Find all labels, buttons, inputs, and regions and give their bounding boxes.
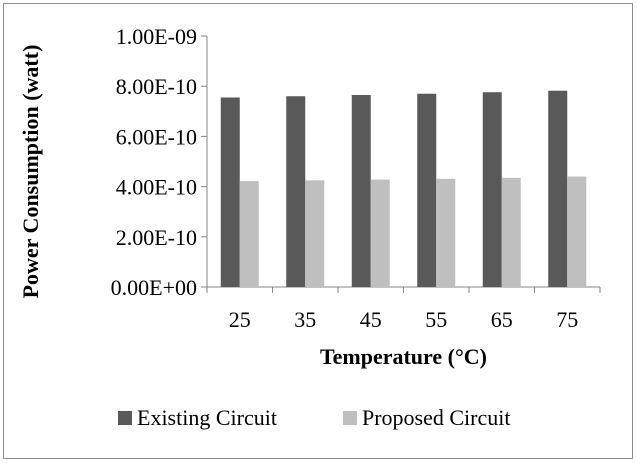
bar-existing-circuit [548,90,568,287]
y-tick-label: 6.00E-10 [116,124,197,149]
legend-label-existing: Existing Circuit [137,405,277,430]
bar-proposed-circuit [567,176,587,287]
legend: Existing Circuit Proposed Circuit [118,405,511,430]
bar-existing-circuit [482,92,502,287]
bar-proposed-circuit [436,178,456,287]
bar-proposed-circuit [305,180,325,287]
bars [220,90,587,288]
x-tick-label: 45 [360,307,382,332]
y-axis: 0.00E+00 2.00E-10 4.00E-10 6.00E-10 8.00E-10… [111,24,208,300]
y-tick-label: 1.00E-09 [116,24,197,49]
legend-label-proposed: Proposed Circuit [362,405,511,430]
bar-proposed-circuit [239,181,259,287]
bar-proposed-circuit [501,177,521,287]
legend-swatch-proposed [343,411,357,425]
x-tick-label: 65 [491,307,513,332]
y-tick-label: 0.00E+00 [111,275,197,300]
x-tick-label: 35 [294,307,316,332]
y-tick-label: 2.00E-10 [116,225,197,250]
y-tick-label: 8.00E-10 [116,74,197,99]
y-tick-label: 4.00E-10 [116,175,197,200]
bar-existing-circuit [286,96,306,288]
x-tick-label: 25 [229,307,251,332]
bar-proposed-circuit [370,179,390,287]
y-axis-title: Power Consumption (watt) [18,45,43,299]
bar-existing-circuit [220,97,240,288]
x-tick-label: 75 [556,307,578,332]
x-axis-title: Temperature (°C) [320,344,487,369]
x-axis: 25 35 45 55 65 75 [206,286,601,332]
bar-existing-circuit [417,93,437,287]
legend-swatch-existing [118,411,132,425]
x-tick-label: 55 [425,307,447,332]
bar-existing-circuit [351,94,371,287]
